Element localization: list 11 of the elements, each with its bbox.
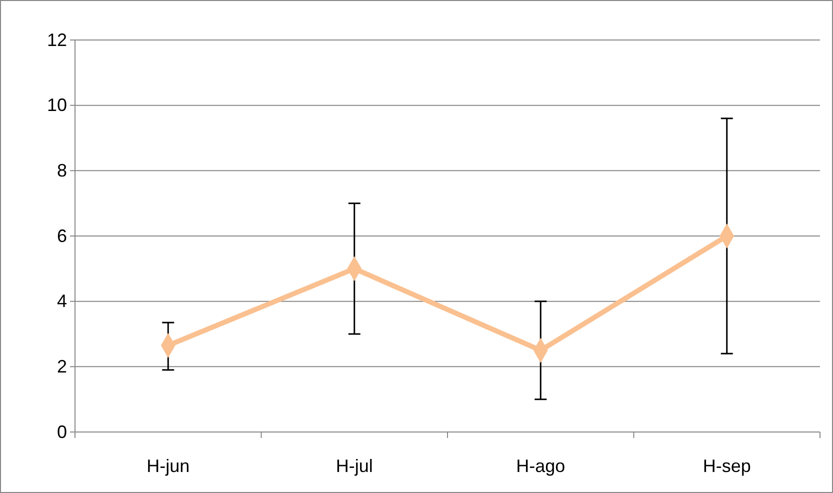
y-tick-label: 2 xyxy=(56,356,67,376)
y-tick-label: 0 xyxy=(56,422,67,442)
x-tick-label: H-sep xyxy=(702,456,751,476)
x-tick-label: H-ago xyxy=(516,456,566,476)
y-tick-label: 12 xyxy=(46,30,67,50)
x-tick-label: H-jul xyxy=(336,456,373,476)
y-tick-label: 6 xyxy=(56,226,67,246)
y-tick-label: 4 xyxy=(56,291,67,312)
y-tick-label: 10 xyxy=(46,95,67,116)
y-tick-label: 8 xyxy=(56,160,67,180)
x-tick-label: H-jun xyxy=(146,456,190,476)
